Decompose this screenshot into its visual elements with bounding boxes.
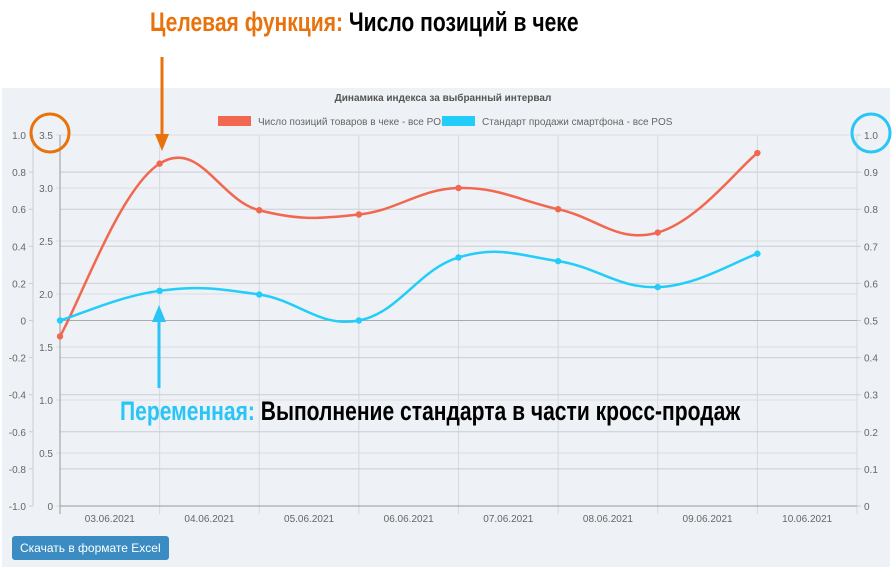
data-point: [654, 283, 661, 291]
right-axis-tick-label: 0.1: [864, 465, 878, 476]
x-axis-tick-label: 04.06.2021: [184, 514, 234, 525]
variable-arrow-up-icon: [152, 305, 166, 322]
left-outer-axis-tick-label: 1.0: [12, 131, 26, 142]
data-point: [455, 184, 462, 192]
x-axis-tick-label: 10.06.2021: [782, 514, 832, 525]
left-outer-axis-tick-label: -0.6: [9, 428, 27, 439]
left-inner-axis-tick-label: 2.0: [39, 290, 53, 301]
left-outer-axis-tick-label: -0.4: [9, 391, 27, 402]
export-excel-button[interactable]: Скачать в формате Excel: [12, 536, 169, 560]
x-axis-tick-label: 03.06.2021: [85, 514, 135, 525]
axes: 1.0 0.9 0.8 0.7 0.6 0.5 0.4 0.3 0.2 0.1 0 3.5 3.0 2.5…: [9, 131, 879, 525]
variable-annotation: Переменная: Выполнение стандарта в части…: [120, 396, 740, 427]
right-axis-tick-label: 0.2: [864, 428, 878, 439]
data-point: [554, 206, 562, 213]
left-outer-axis-tick-label: 0.8: [12, 168, 26, 179]
left-outer-axis-tick-label: 0.4: [12, 242, 26, 253]
x-axis-tick-label: 08.06.2021: [583, 514, 633, 525]
x-axis-tick-label: 06.06.2021: [384, 514, 434, 525]
data-point: [754, 250, 761, 257]
legend-label-0[interactable]: Число позиций товаров в чеке - все POS: [258, 117, 448, 128]
left-inner-axis-tick-label: 1.0: [39, 396, 53, 407]
left-inner-axis-tick-label: 2.5: [39, 237, 53, 248]
legend: Число позиций товаров в чеке - все POS С…: [218, 116, 673, 128]
right-axis-tick-label: 0: [864, 502, 870, 513]
right-axis-tick-label: 0.9: [864, 168, 878, 179]
left-outer-axis-tick-label: -0.8: [9, 465, 27, 476]
data-point: [554, 257, 562, 265]
left-inner-axis-tick-label: 0: [47, 502, 53, 513]
target-axis-highlight-circle: [29, 112, 71, 154]
variable-annotation-label: Переменная:: [120, 396, 255, 426]
left-outer-axis-tick-label: 0.6: [12, 205, 26, 216]
data-point: [256, 207, 263, 214]
target-annotation: Целевая функция: Число позиций в чеке: [150, 7, 579, 38]
target-arrow-down-icon: [155, 134, 169, 151]
data-point: [355, 211, 363, 218]
data-point: [156, 160, 163, 167]
right-axis-tick-label: 0.3: [864, 391, 878, 402]
grid: [56, 134, 861, 514]
target-annotation-label: Целевая функция:: [150, 7, 344, 37]
target-annotation-value: Число позиций в чеке: [348, 7, 579, 37]
right-axis-tick-label: 0.4: [864, 354, 878, 365]
x-axis-tick-label: 09.06.2021: [683, 514, 733, 525]
chart-title: Динамика индекса за выбранный интервал: [335, 92, 552, 104]
x-axis-tick-label: 05.06.2021: [284, 514, 334, 525]
series-line-1: [59, 250, 758, 323]
variable-axis-highlight-circle: [850, 112, 892, 154]
legend-label-1[interactable]: Стандарт продажи смартфона - все POS: [482, 116, 673, 128]
left-inner-axis-tick-label: 3.5: [39, 131, 53, 142]
data-point: [256, 291, 263, 298]
left-outer-axis-tick-label: 0: [20, 317, 26, 328]
legend-swatch-1: [442, 116, 475, 126]
data-point: [56, 333, 64, 340]
data-point: [355, 317, 363, 324]
data-point: [455, 254, 462, 261]
data-point: [56, 317, 64, 324]
left-inner-axis-tick-label: 0.5: [39, 449, 53, 460]
left-outer-axis-tick-label: 0.2: [12, 279, 26, 290]
series-line-0: [58, 152, 759, 338]
annotation-marks: [29, 57, 892, 388]
left-outer-axis-tick-label: -1.0: [9, 502, 27, 513]
left-outer-axis-tick-label: -0.2: [9, 354, 27, 365]
left-inner-axis-tick-label: 1.5: [39, 343, 53, 354]
legend-swatch-0: [218, 116, 251, 126]
data-point: [156, 287, 163, 295]
variable-annotation-value: Выполнение стандарта в части кросс-прода…: [260, 396, 741, 426]
right-axis-tick-label: 0.8: [864, 205, 878, 216]
series: [56, 149, 761, 340]
data-point: [654, 229, 661, 236]
right-axis-tick-label: 0.5: [864, 317, 878, 328]
x-axis-tick-label: 07.06.2021: [483, 514, 533, 525]
right-axis-tick-label: 0.6: [864, 279, 878, 290]
data-point: [754, 149, 761, 157]
left-inner-axis-tick-label: 3.0: [39, 184, 53, 195]
right-axis-tick-label: 1.0: [864, 131, 878, 142]
right-axis-tick-label: 0.7: [864, 242, 878, 253]
